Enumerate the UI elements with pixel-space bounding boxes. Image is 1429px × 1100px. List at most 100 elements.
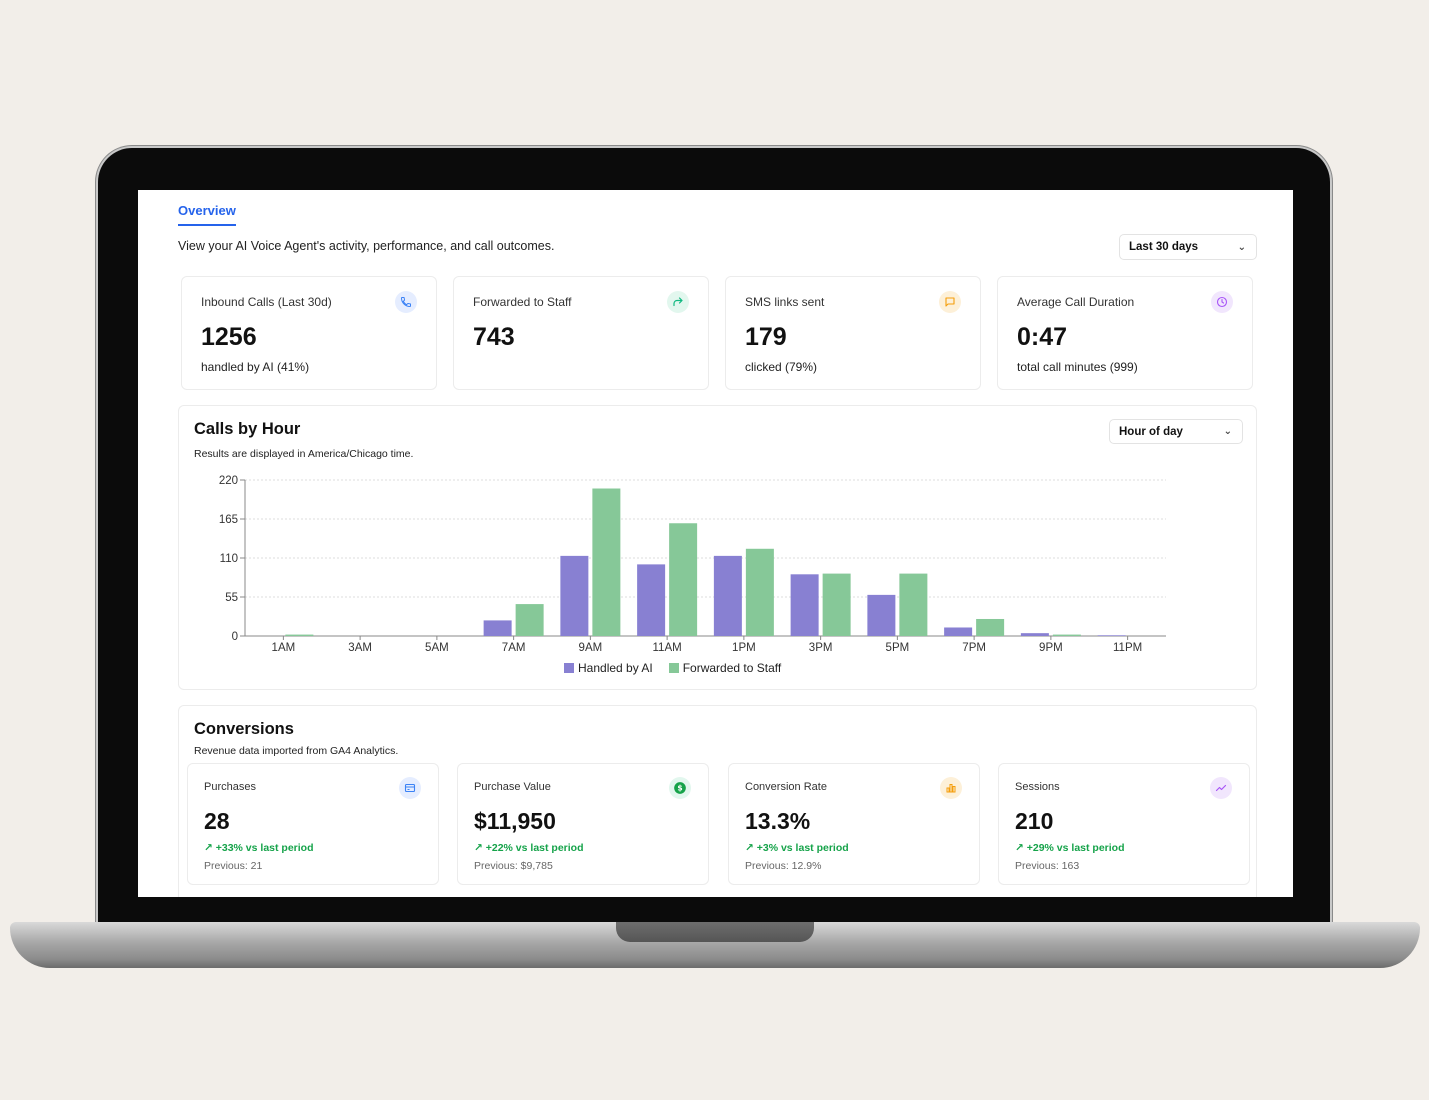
stat-sub: handled by AI (41%): [201, 360, 310, 374]
dollar-icon: $: [669, 777, 691, 799]
date-range-select[interactable]: Last 30 days ⌄: [1119, 234, 1257, 260]
legend-label: Forwarded to Staff: [682, 661, 782, 675]
hour-of-day-select[interactable]: Hour of day ⌄: [1109, 419, 1243, 444]
stat-value: 0:47: [1017, 323, 1068, 351]
conversions-description: Revenue data imported from GA4 Analytics…: [194, 745, 399, 757]
hour-of-day-value: Hour of day: [1119, 425, 1183, 438]
stat-card-sms-links: SMS links sent 179 clicked (79%): [725, 276, 981, 390]
bar-forwarded-to-staff: [285, 634, 314, 636]
bar-handled-by-ai: [790, 574, 819, 636]
y-tick-label: 0: [232, 631, 238, 643]
date-range-value: Last 30 days: [1129, 241, 1199, 253]
message-icon: [939, 291, 961, 313]
stat-value: 1256: [201, 323, 257, 351]
bar-forwarded-to-staff: [515, 604, 544, 636]
conv-value: 13.3%: [745, 808, 811, 834]
conv-trend: ↗ +3% vs last period: [745, 842, 849, 854]
bar-forwarded-to-staff: [899, 573, 928, 636]
trend-up-icon: ↗: [474, 842, 483, 854]
x-tick-label: 9AM: [579, 642, 603, 654]
conv-previous: Previous: $9,785: [474, 860, 553, 872]
x-tick-label: 5AM: [425, 642, 449, 654]
conv-previous: Previous: 21: [204, 860, 263, 872]
calls-by-hour-panel: Calls by Hour Results are displayed in A…: [178, 405, 1257, 690]
bar-handled-by-ai: [483, 620, 512, 636]
trend-up-icon: ↗: [745, 842, 754, 854]
forward-icon: [667, 291, 689, 313]
stat-card-inbound-calls: Inbound Calls (Last 30d) 1256 handled by…: [181, 276, 437, 390]
bar-forwarded-to-staff: [1052, 634, 1081, 636]
conv-trend-text: +3% vs last period: [756, 842, 849, 854]
svg-text:$: $: [677, 784, 682, 793]
bar-handled-by-ai: [867, 594, 896, 636]
tab-overview[interactable]: Overview: [178, 203, 236, 226]
trend-up-icon: ↗: [204, 842, 213, 854]
calls-by-hour-description: Results are displayed in America/Chicago…: [194, 448, 414, 460]
bar-handled-by-ai: [637, 564, 666, 636]
conversions-panel: Conversions Revenue data imported from G…: [178, 705, 1257, 897]
stat-label: Forwarded to Staff: [473, 295, 572, 309]
trend-up-icon: ↗: [1015, 842, 1024, 854]
conv-trend: ↗ +22% vs last period: [474, 842, 584, 854]
dashboard-screen: Overview View your AI Voice Agent's acti…: [138, 190, 1293, 897]
phone-icon: [395, 291, 417, 313]
stat-value: 179: [745, 323, 787, 351]
calls-by-hour-chart: 0 55 110 165 220 1AM 3AM 5AM 7AM 9AM 11AM 1PM 3PM 5PM…: [219, 475, 1166, 654]
stat-card-avg-duration: Average Call Duration 0:47 total call mi…: [997, 276, 1253, 390]
conv-trend: ↗ +33% vs last period: [204, 842, 314, 854]
bar-handled-by-ai: [713, 555, 742, 636]
legend-swatch: [564, 663, 574, 673]
y-tick-label: 165: [219, 514, 238, 526]
x-tick-label: 11AM: [653, 642, 682, 654]
trend-icon: [1210, 777, 1232, 799]
x-tick-label: 5PM: [886, 642, 910, 654]
conv-value: 210: [1015, 808, 1054, 834]
conv-value: 28: [204, 808, 230, 834]
conv-previous: Previous: 12.9%: [745, 860, 822, 872]
chevron-down-icon: ⌄: [1223, 426, 1232, 437]
conv-label: Purchase Value: [474, 781, 551, 793]
x-tick-label: 7AM: [502, 642, 526, 654]
conv-trend-text: +33% vs last period: [215, 842, 314, 854]
legend-label: Handled by AI: [578, 661, 653, 675]
card-icon: [399, 777, 421, 799]
y-tick-label: 110: [220, 553, 238, 565]
conversions-title: Conversions: [194, 720, 294, 738]
bar-forwarded-to-staff: [822, 573, 851, 636]
x-tick-label: 3AM: [348, 642, 372, 654]
stat-value: 743: [473, 323, 515, 351]
bar-forwarded-to-staff: [592, 488, 621, 636]
x-tick-label: 7PM: [962, 642, 986, 654]
chevron-down-icon: ⌄: [1237, 241, 1246, 253]
x-tick-label: 1PM: [732, 642, 756, 654]
conv-label: Purchases: [204, 781, 256, 793]
y-tick-label: 220: [219, 475, 238, 487]
x-tick-label: 1AM: [272, 642, 296, 654]
bar-handled-by-ai: [1020, 633, 1049, 636]
bar-handled-by-ai: [944, 627, 973, 636]
x-tick-label: 9PM: [1039, 642, 1063, 654]
conv-card-purchases: Purchases 28 ↗ +33% vs last period Previ…: [187, 763, 439, 885]
conv-card-conversion-rate: Conversion Rate 13.3% ↗ +3% vs last peri…: [728, 763, 980, 885]
y-tick-label: 55: [225, 592, 238, 604]
bar-forwarded-to-staff: [745, 548, 774, 636]
calls-by-hour-title: Calls by Hour: [194, 420, 301, 438]
legend-item-handled: Handled by AI: [564, 661, 653, 675]
bar-chart-icon: [940, 777, 962, 799]
legend-swatch: [668, 663, 679, 673]
bar-handled-by-ai: [1097, 635, 1126, 636]
bar-forwarded-to-staff: [669, 523, 698, 636]
stat-sub: clicked (79%): [745, 360, 818, 374]
stat-label: SMS links sent: [745, 295, 825, 309]
stat-label: Inbound Calls (Last 30d): [201, 295, 332, 309]
conv-trend-text: +29% vs last period: [1026, 842, 1125, 854]
clock-icon: [1211, 291, 1233, 313]
x-tick-label: 3PM: [809, 642, 833, 654]
conv-trend: ↗ +29% vs last period: [1015, 842, 1125, 854]
conv-trend-text: +22% vs last period: [485, 842, 584, 854]
conv-card-purchase-value: Purchase Value $ $11,950 ↗ +22% vs last …: [457, 763, 709, 885]
legend-item-forwarded: Forwarded to Staff: [668, 661, 782, 675]
laptop-notch: [616, 922, 814, 942]
conv-label: Sessions: [1015, 781, 1060, 793]
conv-label: Conversion Rate: [745, 781, 827, 793]
